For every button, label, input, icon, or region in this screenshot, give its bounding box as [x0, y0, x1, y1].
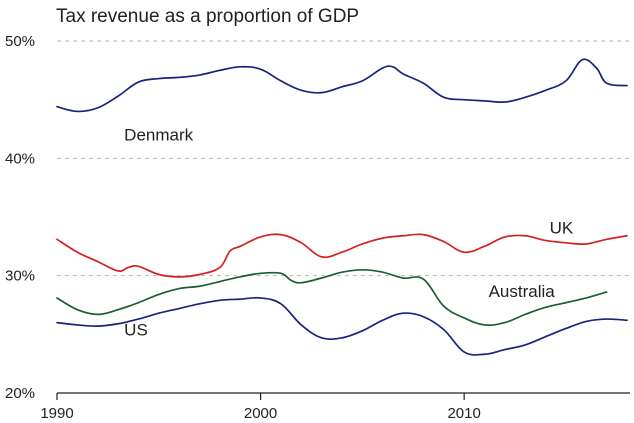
chart-title: Tax revenue as a proportion of GDP	[56, 6, 359, 27]
series-label-australia: Australia	[489, 282, 556, 301]
y-tick-label: 30%	[5, 268, 35, 285]
y-tick-label: 40%	[5, 150, 35, 167]
series-label-denmark: Denmark	[124, 126, 193, 145]
x-tick-label: 1990	[40, 405, 73, 422]
y-tick-label: 50%	[5, 33, 35, 50]
series-label-us: US	[124, 321, 148, 340]
series-line-australia	[56, 268, 608, 327]
x-axis-ticks: 1990 2000 2010	[40, 393, 481, 422]
y-axis-ticks: 50% 40% 30% 20%	[5, 33, 35, 402]
y-tick-label: 20%	[5, 385, 35, 402]
series-line-us	[56, 296, 628, 356]
series	[56, 58, 628, 356]
x-tick-label: 2000	[244, 405, 277, 422]
series-line-denmark	[56, 58, 628, 113]
series-labels: Denmark UK Australia US	[124, 126, 574, 340]
x-tick-label: 2010	[447, 405, 480, 422]
series-line-uk	[56, 233, 628, 278]
series-label-uk: UK	[550, 218, 574, 237]
